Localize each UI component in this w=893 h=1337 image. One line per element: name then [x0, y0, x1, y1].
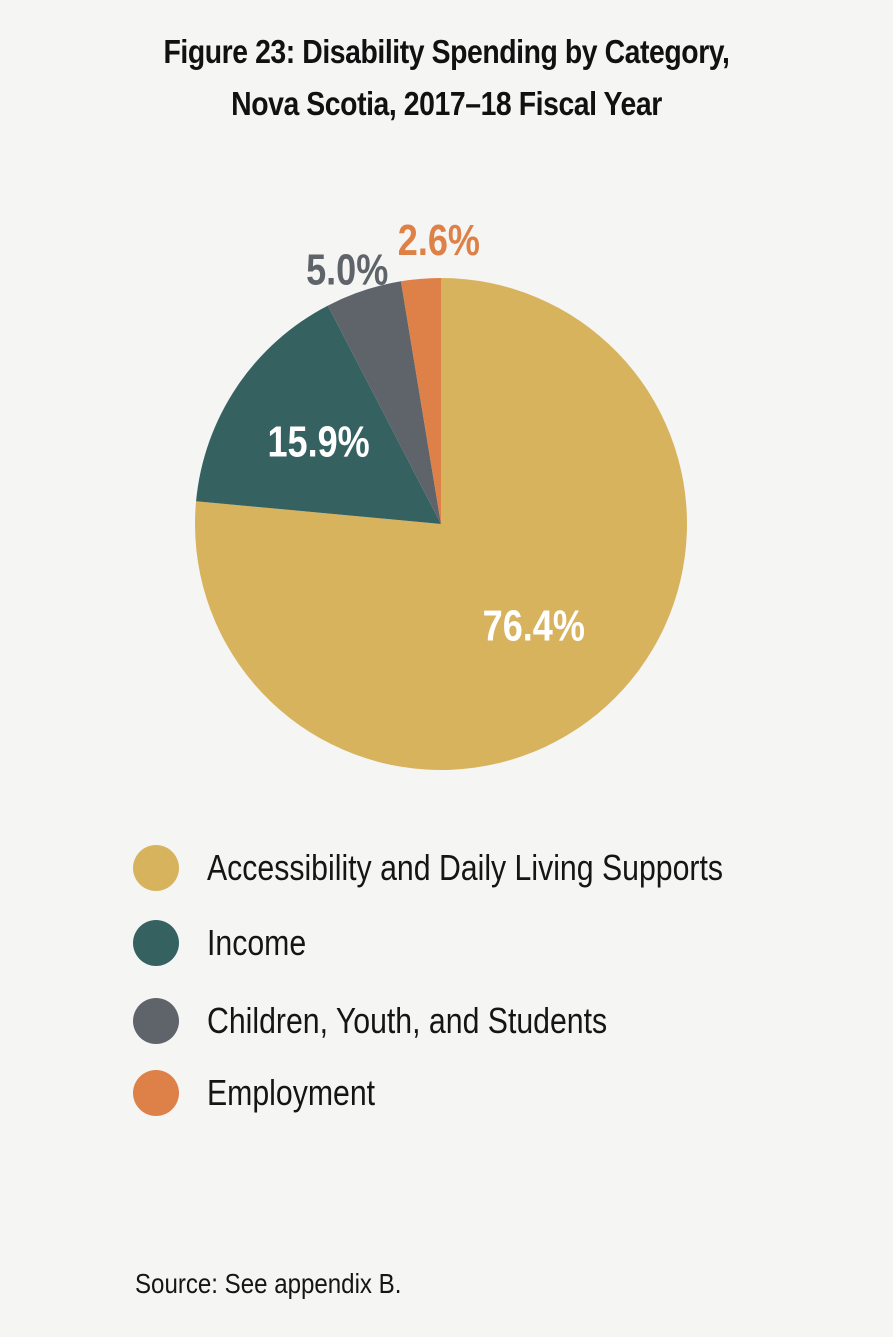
- legend-label-employment: Employment: [207, 1072, 376, 1113]
- chart-title: Figure 23: Disability Spending by Catego…: [63, 26, 831, 130]
- legend-item-children: Children, Youth, and Students: [133, 996, 833, 1046]
- legend-item-accessibility: Accessibility and Daily Living Supports: [133, 843, 833, 893]
- legend-item-income: Income: [133, 918, 833, 968]
- legend-swatch-accessibility: [133, 845, 179, 891]
- legend-label-accessibility: Accessibility and Daily Living Supports: [207, 847, 724, 888]
- legend-item-employment: Employment: [133, 1068, 833, 1118]
- legend-label-income: Income: [207, 922, 307, 963]
- source-note: Source: See appendix B.: [135, 1268, 402, 1299]
- pie-slice-accessibility: [195, 278, 688, 771]
- pie-labels: 76.4% 15.9% 5.0%2.6%: [267, 216, 584, 651]
- pie-label-children: 5.0%: [306, 245, 388, 294]
- pie-label-employment: 2.6%: [398, 216, 480, 265]
- pie-label-income: 15.9%: [267, 417, 369, 466]
- chart-title-line-2: Nova Scotia, 2017–18 Fiscal Year: [231, 85, 662, 122]
- pie-slice-employment: [400, 278, 441, 524]
- legend-swatch-employment: [133, 1070, 179, 1116]
- legend-swatch-children: [133, 998, 179, 1044]
- chart-title-line-1: Figure 23: Disability Spending by Catego…: [163, 33, 730, 70]
- pie-slice-children: [327, 281, 441, 524]
- legend-swatch-income: [133, 920, 179, 966]
- pie-label-accessibility: 76.4%: [483, 601, 585, 650]
- pie-slices: [195, 278, 688, 771]
- pie-slice-income: [196, 305, 441, 524]
- legend-label-children: Children, Youth, and Students: [207, 1000, 608, 1041]
- pie-chart: 76.4% 15.9% 5.0%2.6%: [195, 216, 688, 771]
